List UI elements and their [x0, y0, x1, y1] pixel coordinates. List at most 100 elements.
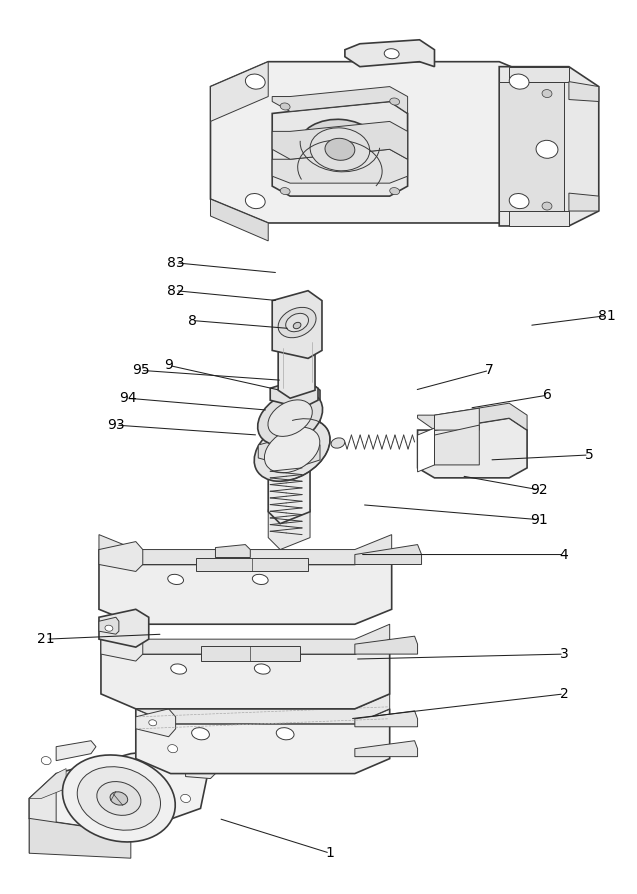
Polygon shape: [99, 542, 143, 571]
Text: 4: 4: [559, 547, 568, 561]
Ellipse shape: [310, 128, 369, 171]
Ellipse shape: [62, 755, 175, 842]
Ellipse shape: [41, 756, 51, 764]
Polygon shape: [29, 746, 210, 833]
Polygon shape: [272, 122, 408, 159]
Ellipse shape: [285, 314, 308, 332]
Polygon shape: [99, 617, 119, 634]
Polygon shape: [101, 639, 390, 709]
Polygon shape: [499, 67, 599, 226]
Text: 93: 93: [107, 418, 125, 432]
Ellipse shape: [390, 188, 399, 195]
Ellipse shape: [245, 74, 265, 89]
Ellipse shape: [331, 438, 345, 448]
Ellipse shape: [168, 574, 183, 585]
Ellipse shape: [280, 188, 290, 195]
Polygon shape: [434, 425, 479, 465]
Ellipse shape: [254, 418, 330, 481]
Polygon shape: [29, 818, 131, 858]
Ellipse shape: [192, 728, 210, 740]
Polygon shape: [270, 378, 318, 409]
Polygon shape: [185, 751, 215, 779]
Ellipse shape: [171, 664, 187, 674]
Polygon shape: [569, 193, 599, 211]
Polygon shape: [280, 380, 320, 465]
Text: 81: 81: [598, 308, 615, 323]
Polygon shape: [99, 535, 392, 564]
Polygon shape: [272, 102, 408, 196]
Ellipse shape: [509, 74, 529, 89]
Ellipse shape: [268, 400, 312, 436]
Ellipse shape: [536, 140, 558, 158]
Polygon shape: [272, 291, 322, 358]
Ellipse shape: [325, 139, 355, 160]
Polygon shape: [210, 62, 559, 223]
Ellipse shape: [105, 625, 113, 631]
Polygon shape: [272, 87, 408, 114]
Polygon shape: [215, 544, 250, 558]
Ellipse shape: [245, 193, 265, 208]
Polygon shape: [434, 409, 479, 430]
Text: 91: 91: [530, 512, 548, 527]
Polygon shape: [196, 558, 308, 571]
Ellipse shape: [168, 745, 178, 753]
Ellipse shape: [77, 767, 161, 831]
Text: 95: 95: [132, 363, 150, 377]
Polygon shape: [509, 211, 569, 226]
Polygon shape: [272, 149, 408, 183]
Polygon shape: [258, 435, 320, 468]
Polygon shape: [201, 646, 300, 661]
Polygon shape: [136, 694, 390, 724]
Ellipse shape: [542, 202, 552, 210]
Polygon shape: [418, 403, 527, 430]
Polygon shape: [29, 769, 66, 798]
Polygon shape: [99, 610, 149, 647]
Polygon shape: [268, 438, 310, 524]
Ellipse shape: [254, 664, 270, 674]
Text: 2: 2: [559, 687, 568, 701]
Polygon shape: [355, 741, 418, 756]
Polygon shape: [355, 711, 418, 727]
Polygon shape: [210, 62, 268, 122]
Text: 7: 7: [485, 363, 494, 377]
Polygon shape: [101, 631, 143, 661]
Text: 6: 6: [543, 388, 552, 402]
Ellipse shape: [258, 391, 322, 445]
Text: 5: 5: [584, 448, 593, 462]
Polygon shape: [99, 550, 392, 624]
Polygon shape: [278, 341, 315, 398]
Ellipse shape: [390, 98, 399, 105]
Polygon shape: [345, 40, 434, 67]
Text: 92: 92: [530, 483, 548, 497]
Text: 21: 21: [38, 632, 55, 646]
Polygon shape: [136, 709, 176, 737]
Polygon shape: [29, 773, 56, 853]
Polygon shape: [136, 709, 390, 773]
Ellipse shape: [293, 323, 301, 329]
Text: 9: 9: [164, 358, 173, 373]
Ellipse shape: [542, 89, 552, 97]
Text: 1: 1: [326, 847, 334, 860]
Polygon shape: [418, 418, 527, 478]
Polygon shape: [355, 637, 418, 654]
Polygon shape: [210, 199, 268, 240]
Polygon shape: [509, 67, 569, 81]
Ellipse shape: [297, 119, 382, 180]
Polygon shape: [56, 741, 96, 761]
Ellipse shape: [509, 193, 529, 208]
Text: 8: 8: [188, 314, 197, 327]
Ellipse shape: [110, 792, 127, 805]
Ellipse shape: [97, 781, 141, 815]
Polygon shape: [101, 624, 390, 654]
Ellipse shape: [280, 103, 290, 110]
Polygon shape: [499, 81, 564, 211]
Ellipse shape: [181, 795, 190, 803]
Polygon shape: [418, 428, 434, 472]
Ellipse shape: [276, 728, 294, 740]
Text: 94: 94: [119, 392, 137, 405]
Ellipse shape: [384, 48, 399, 59]
Text: 3: 3: [559, 647, 568, 661]
Ellipse shape: [149, 720, 157, 726]
Polygon shape: [268, 498, 310, 550]
Polygon shape: [569, 81, 599, 102]
